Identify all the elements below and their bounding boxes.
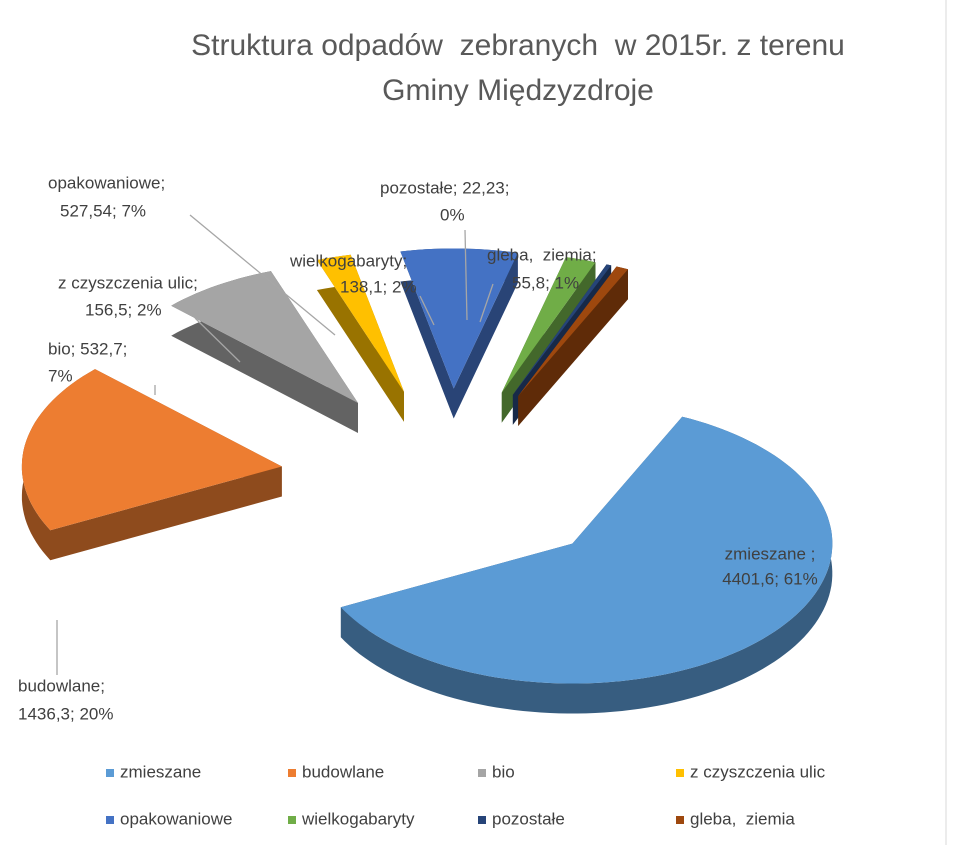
chart-title: Gminy Międzyzdroje: [382, 74, 654, 107]
chart-title: Struktura odpadów zebranych w 2015r. z t…: [191, 29, 845, 62]
legend-marker: [676, 769, 684, 777]
legend-marker: [106, 769, 114, 777]
slice: [512, 264, 612, 395]
slice: [316, 254, 404, 392]
slice-side: [518, 266, 628, 427]
leader-line: [194, 317, 241, 363]
legend-label: gleba, ziemia: [690, 809, 795, 828]
slice: [400, 248, 518, 389]
data-label: 1436,3; 20%: [18, 704, 113, 723]
data-label: z czyszczenia ulic;: [58, 273, 198, 292]
data-label: wielkogabaryty;: [289, 251, 407, 270]
legend-label: budowlane: [302, 762, 384, 781]
legend-label: z czyszczenia ulic: [690, 762, 826, 781]
legend-label: pozostałe: [492, 809, 565, 828]
leader-line: [419, 295, 435, 326]
leader-line: [464, 229, 468, 321]
slice: [518, 266, 628, 397]
legend-marker: [106, 816, 114, 824]
data-label: 4401,6; 61%: [722, 569, 817, 588]
slice: [171, 271, 358, 403]
data-label: pozostałe; 22,23;: [380, 178, 509, 197]
legend-marker: [478, 816, 486, 824]
slice-side: [21, 369, 282, 561]
data-label: 156,5; 2%: [85, 300, 162, 319]
data-label: 7%: [48, 366, 73, 385]
legend-marker: [288, 769, 296, 777]
data-label: zmieszane ;: [725, 544, 816, 563]
legend-label: opakowaniowe: [120, 809, 232, 828]
legend-label: bio: [492, 762, 515, 781]
data-label: budowlane;: [18, 676, 105, 695]
data-label: gleba, ziemia;: [487, 245, 597, 264]
slice: [501, 257, 596, 393]
legend-marker: [288, 816, 296, 824]
legend-marker: [478, 769, 486, 777]
leader-line: [189, 214, 336, 336]
slice-side: [316, 254, 404, 422]
data-label: 55,8; 1%: [512, 273, 579, 292]
slice: [21, 369, 282, 531]
legend-label: zmieszane: [120, 762, 201, 781]
data-label: opakowaniowe;: [48, 173, 165, 192]
data-label: 138,1; 2%: [340, 277, 417, 296]
slice: [340, 416, 833, 684]
legend-label: wielkogabaryty: [301, 809, 415, 828]
legend-marker: [676, 816, 684, 824]
data-label: 527,54; 7%: [60, 201, 146, 220]
data-label: bio; 532,7;: [48, 339, 127, 358]
data-label: 0%: [440, 205, 465, 224]
leader-line: [479, 283, 494, 323]
